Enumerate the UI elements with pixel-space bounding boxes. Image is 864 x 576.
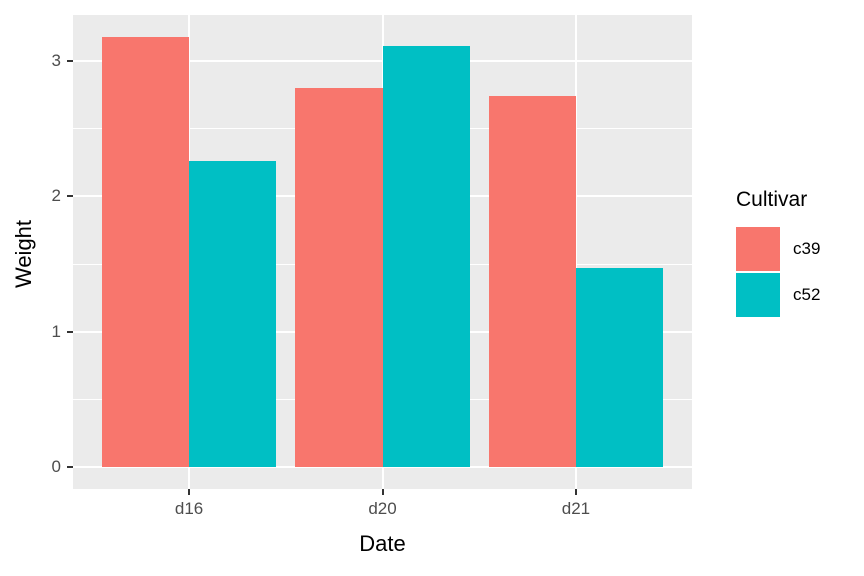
x-tick-label-d20: d20 — [368, 499, 397, 518]
x-tick-d16 — [188, 489, 191, 495]
legend-swatch-c52 — [736, 273, 780, 317]
legend-item-c52: c52 — [736, 273, 820, 317]
y-tick-1 — [67, 330, 73, 333]
bar-c52-d16 — [189, 161, 277, 468]
legend-swatch-c39 — [736, 227, 780, 271]
bar-c52-d21 — [575, 268, 663, 468]
gridline-major-x-d21 — [574, 15, 577, 489]
y-tick-0 — [67, 466, 73, 469]
legend: Cultivar c39 c52 — [736, 188, 820, 319]
x-axis-title: Date — [359, 531, 406, 556]
bar-c39-d20 — [295, 88, 383, 468]
y-axis-title: Weight — [11, 219, 36, 289]
legend-label-c39: c39 — [793, 239, 821, 258]
legend-items: c39 c52 — [736, 227, 820, 317]
y-tick-3 — [67, 60, 73, 63]
bar-c39-d21 — [488, 96, 576, 468]
y-tick-label-3: 3 — [51, 51, 61, 71]
bar-c52-d20 — [382, 46, 470, 468]
plot-panel — [73, 15, 692, 489]
legend-label-c52: c52 — [793, 285, 821, 304]
legend-item-c39: c39 — [736, 227, 820, 271]
x-tick-label-d21: d21 — [561, 499, 591, 518]
x-tick-label-d16: d16 — [174, 499, 204, 518]
y-tick-label-0: 0 — [51, 457, 61, 477]
x-tick-d20 — [381, 489, 384, 495]
x-tick-d21 — [574, 489, 577, 495]
y-tick-label-2: 2 — [51, 186, 61, 206]
legend-title: Cultivar — [736, 188, 808, 211]
bar-c39-d16 — [102, 36, 190, 468]
y-tick-label-1: 1 — [51, 321, 61, 341]
y-tick-2 — [67, 195, 73, 198]
